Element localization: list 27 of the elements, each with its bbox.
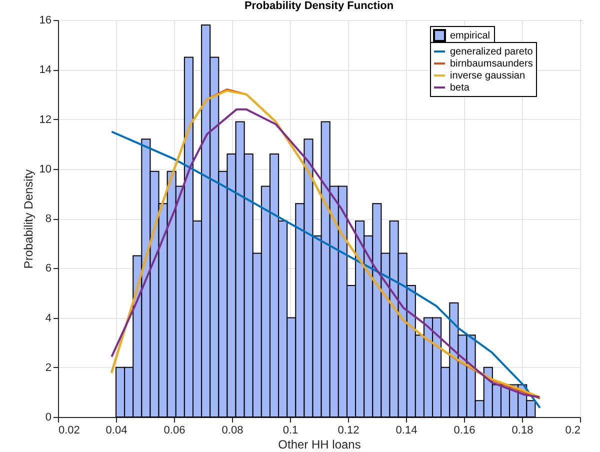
x-tick-label: 0.12 [338,424,360,436]
x-tick-label: 0.2 [565,424,580,436]
legend-label: birnbaumsaunders [450,58,533,70]
x-tick-label: 0.02 [58,424,80,436]
y-tick-label: 2 [45,362,52,374]
y-tick-label: 12 [39,114,52,126]
chart-title: Probability Density Function [244,0,394,12]
y-tick-label: 6 [45,262,52,275]
y-tick-label: 16 [39,14,52,26]
y-tick-label: 4 [45,312,52,324]
x-tick-label: 0.04 [106,424,128,436]
x-tick-label: 0.06 [164,424,186,436]
x-tick-label: 0.08 [222,424,244,436]
x-tick-label: 0.16 [454,424,476,436]
y-tick-label: 10 [39,163,52,176]
x-axis-title: Other HH loans [278,438,361,452]
x-tick-label: 0.1 [282,424,298,436]
x-tick-label: 0.14 [396,424,418,436]
legend-label: beta [450,82,470,94]
y-axis-title: Probability Density [21,169,36,269]
legend-label: inverse gaussian [450,70,526,82]
legend-label: generalized pareto [450,46,534,58]
legend-label: empirical [450,30,490,42]
y-tick-label: 8 [45,213,52,225]
y-tick-label: 0 [45,412,52,424]
x-tick-label: 0.18 [512,424,534,436]
y-tick-label: 14 [39,64,52,76]
